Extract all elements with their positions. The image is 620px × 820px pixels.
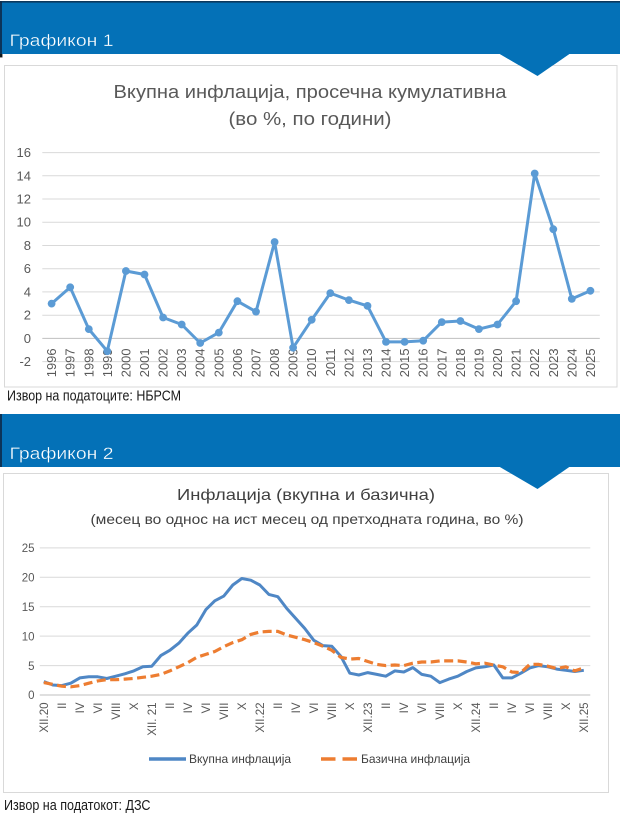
svg-text:II: II (273, 703, 285, 709)
svg-text:VI: VI (201, 703, 213, 714)
svg-text:(месец во однос на ист месец о: (месец во однос на ист месец од претходн… (91, 511, 524, 527)
svg-text:20: 20 (22, 573, 35, 585)
svg-text:1997: 1997 (63, 349, 78, 378)
svg-text:2001: 2001 (137, 349, 152, 378)
svg-text:VI: VI (93, 703, 105, 714)
svg-text:X: X (237, 702, 249, 710)
svg-text:2010: 2010 (304, 349, 319, 378)
svg-text:2024: 2024 (564, 349, 579, 378)
svg-text:Извор на податоците: НБРСМ: Извор на податоците: НБРСМ (7, 388, 181, 405)
svg-text:XII.22: XII.22 (255, 703, 267, 733)
svg-text:VIII: VIII (111, 703, 123, 720)
svg-text:6: 6 (24, 261, 31, 276)
svg-text:14: 14 (17, 168, 31, 183)
svg-text:2013: 2013 (360, 349, 375, 378)
svg-text:2012: 2012 (341, 349, 356, 378)
svg-text:1996: 1996 (44, 349, 59, 378)
svg-text:Инфлација (вкупна и базична): Инфлација (вкупна и базична) (177, 487, 435, 504)
svg-text:12: 12 (17, 192, 31, 207)
svg-text:1999: 1999 (100, 349, 115, 378)
svg-text:2007: 2007 (249, 349, 264, 378)
svg-text:2022: 2022 (527, 349, 542, 378)
svg-text:VIII: VIII (435, 703, 447, 720)
svg-text:15: 15 (22, 602, 35, 614)
svg-text:1998: 1998 (81, 349, 96, 378)
svg-text:IV: IV (291, 702, 303, 713)
svg-text:2009: 2009 (286, 349, 301, 378)
svg-text:IV: IV (399, 702, 411, 713)
svg-text:2000: 2000 (118, 349, 133, 378)
svg-text:VIII: VIII (327, 703, 339, 720)
svg-text:II: II (381, 703, 393, 709)
svg-text:2011: 2011 (323, 349, 338, 377)
svg-text:2005: 2005 (211, 349, 226, 378)
svg-text:4: 4 (24, 284, 31, 299)
svg-text:2020: 2020 (490, 349, 505, 378)
svg-text:-2: -2 (19, 354, 31, 369)
svg-text:5: 5 (28, 661, 34, 673)
svg-text:2017: 2017 (434, 349, 449, 378)
svg-text:2016: 2016 (416, 349, 431, 378)
svg-text:X: X (129, 702, 141, 710)
svg-text:16: 16 (17, 145, 31, 160)
svg-text:X: X (561, 702, 573, 710)
svg-text:II: II (57, 703, 69, 709)
svg-text:VI: VI (309, 703, 321, 714)
svg-text:Вкупна инфлација, просечна кум: Вкупна инфлација, просечна кумулативна (114, 81, 508, 102)
svg-text:XII.24: XII.24 (471, 702, 483, 733)
svg-text:VIII: VIII (543, 703, 555, 720)
svg-text:Графикон 1: Графикон 1 (10, 31, 114, 50)
svg-text:2006: 2006 (230, 349, 245, 378)
svg-text:VI: VI (525, 703, 537, 714)
svg-text:2021: 2021 (509, 349, 524, 378)
svg-text:IV: IV (507, 702, 519, 713)
svg-text:2003: 2003 (174, 349, 189, 378)
svg-text:2018: 2018 (453, 349, 468, 378)
svg-text:2002: 2002 (156, 349, 171, 378)
svg-text:Вкупна инфлација: Вкупна инфлација (189, 752, 291, 766)
svg-text:2019: 2019 (471, 349, 486, 378)
svg-text:8: 8 (24, 238, 31, 253)
svg-text:X: X (453, 702, 465, 710)
svg-text:2014: 2014 (379, 349, 394, 378)
svg-text:Извор на податокот: ДЗС: Извор на податокот: ДЗС (4, 797, 151, 814)
svg-text:X: X (345, 702, 357, 710)
svg-text:VI: VI (417, 703, 429, 714)
svg-text:Базична инфлација: Базична инфлација (361, 752, 470, 766)
svg-text:0: 0 (28, 690, 34, 702)
svg-text:2: 2 (24, 308, 31, 323)
svg-text:2025: 2025 (583, 349, 598, 378)
svg-text:10: 10 (17, 215, 31, 230)
svg-text:XII.20: XII.20 (39, 703, 51, 733)
svg-text:XII. 21: XII. 21 (147, 703, 159, 736)
svg-text:VIII: VIII (219, 703, 231, 720)
svg-text:25: 25 (22, 543, 35, 555)
svg-text:0: 0 (24, 331, 31, 346)
svg-text:XII.23: XII.23 (363, 703, 375, 733)
svg-text:IV: IV (183, 702, 195, 713)
svg-text:XII.25: XII.25 (579, 703, 591, 733)
svg-text:Графикон 2: Графикон 2 (10, 444, 114, 463)
svg-text:2008: 2008 (267, 349, 282, 378)
svg-text:2015: 2015 (397, 349, 412, 378)
svg-text:(во %, по години): (во %, по години) (229, 108, 392, 129)
svg-text:II: II (165, 703, 177, 709)
svg-text:IV: IV (75, 702, 87, 713)
svg-text:II: II (489, 703, 501, 709)
svg-text:2023: 2023 (546, 349, 561, 378)
svg-text:2004: 2004 (193, 349, 208, 378)
svg-text:10: 10 (22, 631, 35, 643)
